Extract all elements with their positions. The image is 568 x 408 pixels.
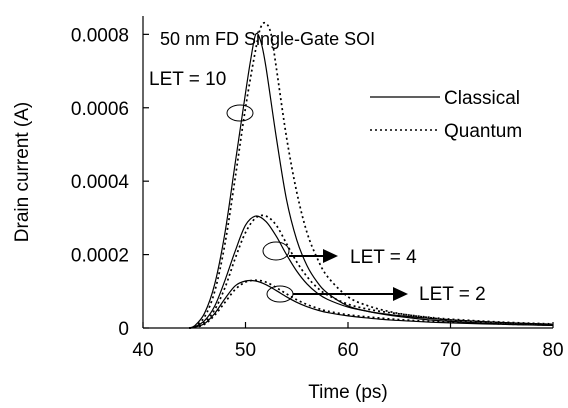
x-tick-label: 80 bbox=[542, 340, 563, 361]
series-layer bbox=[188, 21, 554, 329]
annotation-let4-arrowhead bbox=[323, 249, 338, 263]
series-line-let4-quantum bbox=[189, 214, 554, 329]
x-axis-label: Time (ps) bbox=[308, 382, 388, 403]
annotation-let2-arrowhead bbox=[393, 287, 408, 301]
annotation-let10-ellipse bbox=[226, 104, 254, 122]
plot-frame bbox=[142, 16, 553, 329]
annotation-let2-label: LET = 2 bbox=[419, 284, 486, 305]
legend: Classical Quantum bbox=[370, 88, 522, 142]
y-ticks: 0 0.0002 0.0004 0.0006 0.0008 bbox=[71, 25, 149, 340]
annotation-let2-ellipse bbox=[266, 285, 294, 303]
y-tick-label: 0.0008 bbox=[71, 25, 129, 46]
chart-title: 50 nm FD Single-Gate SOI bbox=[160, 29, 375, 49]
annotation-let4-ellipse bbox=[262, 241, 290, 261]
x-ticks: 40 50 60 70 80 bbox=[132, 322, 564, 361]
annotation-let4-label: LET = 4 bbox=[350, 247, 417, 268]
x-tick-label: 70 bbox=[440, 340, 461, 361]
y-tick-label: 0.0004 bbox=[71, 172, 130, 193]
y-tick-label: 0.0006 bbox=[71, 99, 129, 120]
series-line-let2-quantum bbox=[189, 279, 554, 329]
y-tick-label: 0.0002 bbox=[71, 246, 129, 267]
annotation-let10-label: LET = 10 bbox=[149, 69, 226, 90]
series-line-let10-classical bbox=[188, 32, 554, 329]
x-tick-label: 50 bbox=[235, 340, 256, 361]
y-axis-label: Drain current (A) bbox=[12, 102, 33, 242]
series-line-let4-classical bbox=[189, 215, 554, 329]
annotations: LET = 10 LET = 4 LET = 2 bbox=[149, 69, 486, 305]
series-line-let10-quantum bbox=[188, 21, 554, 329]
x-tick-label: 60 bbox=[337, 340, 358, 361]
legend-label-classical: Classical bbox=[444, 88, 520, 109]
series-line-let2-classical bbox=[189, 279, 554, 329]
y-tick-label: 0 bbox=[118, 319, 129, 340]
x-tick-label: 40 bbox=[132, 340, 153, 361]
legend-label-quantum: Quantum bbox=[444, 121, 522, 142]
